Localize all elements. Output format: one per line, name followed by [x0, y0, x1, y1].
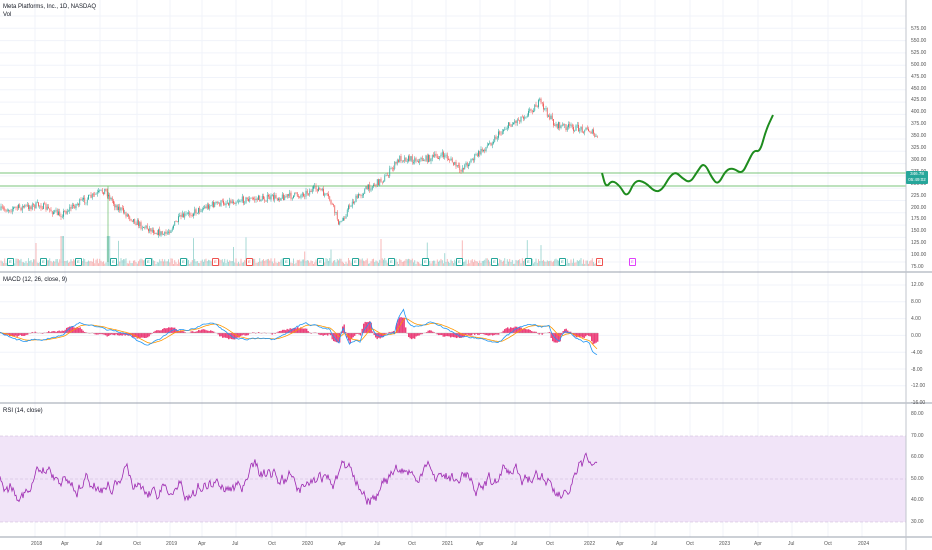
- price-tick: 475.00: [911, 73, 927, 80]
- rsi-tick: 60.00: [911, 454, 924, 461]
- current-price: 346.78: [910, 171, 924, 176]
- time-tick: Oct: [824, 541, 832, 547]
- rsi-pane: [0, 435, 906, 523]
- time-tick: Apr: [616, 541, 624, 547]
- price-tick: 125.00: [911, 240, 927, 247]
- earnings-marker[interactable]: E: [283, 258, 290, 266]
- rsi-label: RSI (14, close): [3, 408, 43, 414]
- time-tick: Jul: [651, 541, 658, 547]
- rsi-tick: 50.00: [911, 475, 924, 482]
- earnings-marker[interactable]: E: [7, 258, 14, 266]
- earnings-marker[interactable]: E: [75, 258, 82, 266]
- price-tick: 75.00: [911, 264, 924, 270]
- time-tick: 2018: [31, 541, 43, 547]
- time-tick: 2021: [442, 541, 454, 547]
- time-tick: Jul: [374, 541, 381, 547]
- time-tick: Apr: [338, 541, 346, 547]
- earnings-marker[interactable]: E: [388, 258, 395, 266]
- macd-tick: 8.00: [911, 298, 921, 305]
- earnings-marker[interactable]: E: [352, 258, 359, 266]
- price-tick: 400.00: [911, 109, 927, 116]
- time-tick: Apr: [476, 541, 484, 547]
- price-tick: 225.00: [911, 192, 927, 199]
- macd-tick: -8.00: [911, 366, 923, 373]
- time-tick: Oct: [268, 541, 276, 547]
- earnings-marker[interactable]: E: [491, 258, 498, 266]
- earnings-marker[interactable]: E: [180, 258, 187, 266]
- price-tick: 150.00: [911, 228, 927, 235]
- time-tick: 2024: [858, 541, 870, 547]
- macd-tick: -12.00: [911, 383, 926, 390]
- current-price-tag: 346.78 05:49:02: [906, 171, 928, 184]
- macd-tick: 4.00: [911, 315, 921, 322]
- price-tick: 500.00: [911, 61, 927, 68]
- price-tick: 550.00: [911, 37, 927, 44]
- price-tick: 100.00: [911, 252, 927, 259]
- earnings-marker[interactable]: E: [629, 258, 636, 266]
- macd-tick: -16.00: [911, 400, 926, 407]
- price-tick: 450.00: [911, 85, 927, 92]
- chart-title: Meta Platforms, Inc., 1D, NASDAQ: [3, 4, 97, 10]
- price-tick: 575.00: [911, 26, 927, 32]
- earnings-marker[interactable]: E: [422, 258, 429, 266]
- macd-tick: 0.00: [911, 332, 921, 339]
- time-tick: Jul: [511, 541, 518, 547]
- macd-pane: [0, 308, 599, 356]
- support-lines: [0, 172, 906, 262]
- time-tick: Jul: [96, 541, 103, 547]
- price-tick: 425.00: [911, 97, 927, 104]
- price-tick: 525.00: [911, 49, 927, 56]
- time-tick: Apr: [198, 541, 206, 547]
- macd-tick: -4.00: [911, 349, 923, 356]
- price-tick: 325.00: [911, 145, 927, 151]
- rsi-tick: 30.00: [911, 519, 924, 525]
- earnings-marker[interactable]: E: [525, 258, 532, 266]
- rsi-tick: 80.00: [911, 411, 924, 417]
- earnings-marker[interactable]: E: [212, 258, 219, 266]
- time-tick: 2022: [584, 541, 596, 547]
- earnings-marker[interactable]: E: [110, 258, 117, 266]
- time-tick: Oct: [408, 541, 416, 547]
- rsi-tick: 40.00: [911, 497, 924, 504]
- earnings-marker[interactable]: E: [596, 258, 603, 266]
- price-tick: 175.00: [911, 216, 927, 223]
- time-tick: 2020: [302, 541, 314, 547]
- time-tick: 2023: [719, 541, 731, 547]
- price-tick: 300.00: [911, 156, 927, 163]
- time-tick: 2019: [166, 541, 178, 547]
- time-tick: Oct: [686, 541, 694, 547]
- time-tick: Apr: [754, 541, 762, 547]
- earnings-marker[interactable]: E: [40, 258, 47, 266]
- earnings-marker[interactable]: E: [246, 258, 253, 266]
- time-tick: Oct: [133, 541, 141, 547]
- forecast-projection-line: [601, 114, 774, 196]
- time-tick: Apr: [61, 541, 69, 547]
- time-tick: Jul: [232, 541, 239, 547]
- price-candles: [0, 97, 598, 238]
- macd-tick: 12.00: [911, 282, 924, 288]
- earnings-marker[interactable]: E: [559, 258, 566, 266]
- price-tick: 200.00: [911, 204, 927, 211]
- macd-label: MACD (12, 26, close, 9): [3, 277, 68, 283]
- earnings-marker[interactable]: E: [145, 258, 152, 266]
- time-tick: Jul: [788, 541, 795, 547]
- earnings-marker[interactable]: E: [456, 258, 463, 266]
- rsi-tick: 70.00: [911, 432, 924, 439]
- price-tick: 375.00: [911, 121, 927, 128]
- time-tick: Oct: [546, 541, 554, 547]
- earnings-marker[interactable]: E: [317, 258, 324, 266]
- bar-countdown: 05:49:02: [908, 177, 926, 182]
- volume-label: Vol: [3, 12, 12, 18]
- price-tick: 350.00: [911, 133, 927, 140]
